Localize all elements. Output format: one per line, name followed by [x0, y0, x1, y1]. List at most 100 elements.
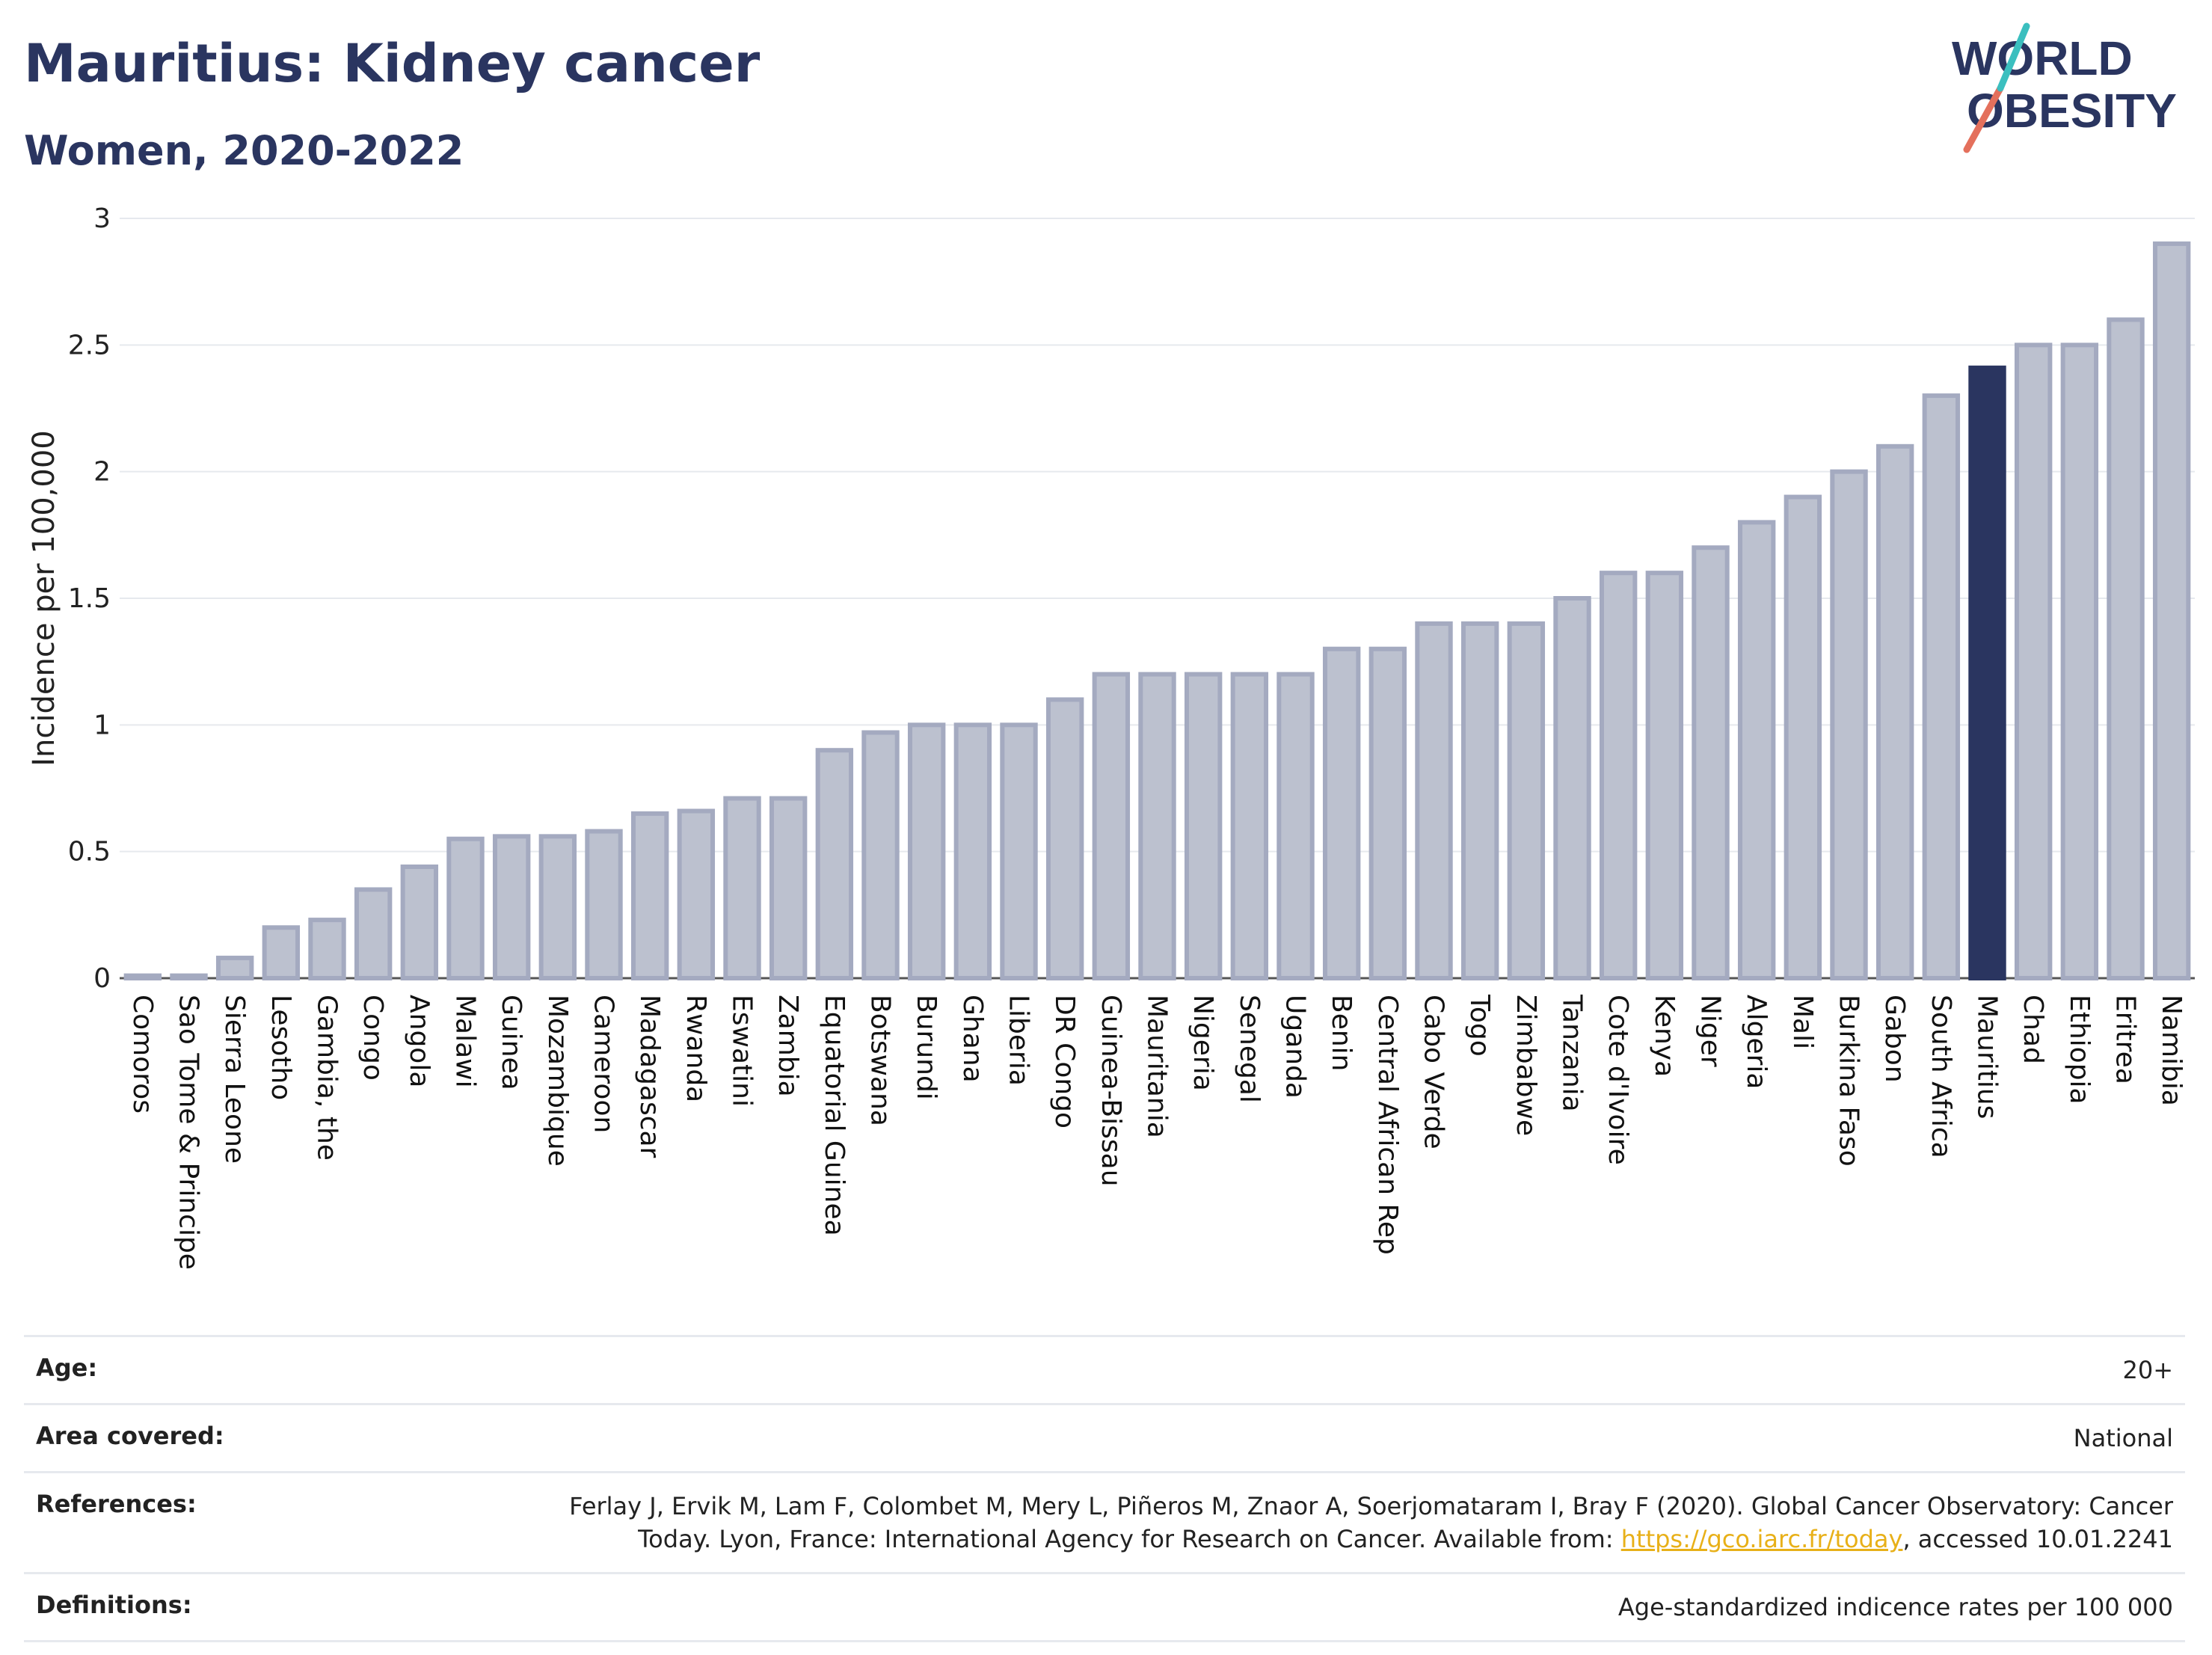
bar	[1415, 621, 1453, 980]
x-tick-label: Mozambique	[542, 995, 573, 1167]
bar-chart: 0 0.5 1 1.5 2 2.5 3 Incidence per 100,000 Comoro…	[27, 203, 2195, 1270]
x-tick-label: Malawi	[450, 995, 481, 1088]
x-tick-label: Ethiopia	[2064, 995, 2095, 1105]
bar	[723, 796, 761, 981]
x-tick-label: Algeria	[1741, 995, 1772, 1090]
bar	[1553, 596, 1591, 980]
logo-line1: WORLD	[1952, 31, 2133, 85]
bar	[492, 834, 531, 981]
x-tick-label: Angola	[404, 995, 434, 1087]
info-row-age: Age: 20+	[24, 1335, 2185, 1403]
bar	[354, 887, 393, 981]
x-tick-label: Gambia, the	[312, 995, 342, 1161]
info-row-references: References: Ferlay J, Ervik M, Lam F, Co…	[24, 1471, 2185, 1572]
logo-slash-upper	[1997, 22, 2030, 92]
bar	[123, 973, 162, 980]
bar	[170, 973, 208, 980]
x-tick-label: Mauritania	[1142, 995, 1173, 1138]
bar	[1784, 494, 1822, 980]
bar	[400, 864, 439, 981]
area-value: National	[2073, 1424, 2173, 1452]
x-tick-label: Sao Tome & Principe	[173, 995, 204, 1270]
x-tick-label: Guinea-Bissau	[1096, 995, 1126, 1187]
references-value: Ferlay J, Ervik M, Lam F, Colombet M, Me…	[528, 1490, 2173, 1556]
info-row-area: Area covered: National	[24, 1403, 2185, 1471]
x-tick-label: Namibia	[2156, 995, 2187, 1106]
bar	[1045, 697, 1084, 980]
bar	[953, 722, 992, 980]
bar	[677, 808, 716, 980]
bar	[769, 796, 808, 981]
bar	[2152, 241, 2191, 981]
x-tick-label: Benin	[1326, 995, 1357, 1071]
x-tick-label: Nigeria	[1188, 995, 1218, 1091]
bar	[1092, 672, 1131, 980]
age-label: Age:	[36, 1354, 98, 1382]
bar	[2107, 317, 2145, 980]
bar	[630, 811, 669, 980]
x-tick-label: Sierra Leone	[219, 995, 250, 1164]
definitions-value: Age-standardized indicence rates per 100…	[1617, 1593, 2173, 1621]
x-tick-label: Zambia	[772, 995, 803, 1097]
x-tick-label: DR Congo	[1049, 995, 1080, 1129]
y-tick-label: 1	[93, 710, 111, 740]
y-axis-label: Incidence per 100,000	[27, 430, 61, 767]
bar	[2014, 343, 2053, 981]
x-tick-label: Chad	[2018, 995, 2048, 1064]
x-tick-label: Uganda	[1280, 995, 1311, 1099]
y-tick-label: 1.5	[68, 583, 111, 614]
bar	[308, 918, 346, 981]
bar	[1276, 672, 1315, 980]
x-tick-label: Equatorial Guinea	[819, 995, 850, 1236]
y-tick-label: 0.5	[68, 837, 111, 868]
x-tick-label: Rwanda	[681, 995, 711, 1102]
y-tick-label: 0	[93, 963, 111, 994]
bar	[446, 836, 485, 980]
x-tick-label: Mauritius	[1972, 995, 2003, 1119]
bar	[1968, 365, 2006, 980]
bar	[1184, 672, 1223, 980]
bar	[1645, 571, 1684, 980]
x-tick-label: Mali	[1787, 995, 1818, 1049]
x-tick-label: Botswana	[865, 995, 896, 1126]
x-tick-label: Cote d'Ivoire	[1603, 995, 1633, 1165]
bar	[1322, 646, 1361, 980]
x-tick-label: Guinea	[496, 995, 526, 1090]
logo-slash-lower	[1963, 85, 2004, 153]
bar	[1830, 469, 1868, 980]
info-row-definitions: Definitions: Age-standardized indicence …	[24, 1572, 2185, 1642]
x-tick-label: Togo	[1464, 994, 1495, 1057]
x-tick-label: Zimbabwe	[1511, 995, 1541, 1136]
bar	[1230, 672, 1269, 980]
age-value: 20+	[2122, 1356, 2173, 1384]
definitions-label: Definitions:	[36, 1591, 192, 1619]
world-obesity-logo: WORLD OBESITY	[1952, 22, 2177, 153]
x-tick-label: Gabon	[1879, 995, 1910, 1083]
bar	[1922, 393, 1961, 981]
x-tick-label: Cabo Verde	[1419, 995, 1449, 1149]
bar	[1599, 571, 1638, 980]
x-tick-label: Burkina Faso	[1834, 995, 1864, 1167]
bar	[585, 829, 623, 980]
bar	[1368, 646, 1407, 980]
x-tick-label: Eswatini	[727, 995, 758, 1107]
bar	[538, 834, 577, 981]
bar	[215, 955, 254, 980]
page-title: Mauritius: Kidney cancer	[24, 33, 761, 94]
x-tick-label: Ghana	[957, 995, 988, 1083]
bar	[1737, 520, 1776, 980]
x-tick-label: Kenya	[1649, 995, 1680, 1077]
x-tick-label: Senegal	[1234, 995, 1265, 1103]
x-tick-label: Madagascar	[634, 995, 665, 1158]
x-tick-label: Niger	[1695, 995, 1726, 1067]
references-link[interactable]: https://gco.iarc.fr/today	[1620, 1525, 1903, 1553]
x-tick-label: Tanzania	[1557, 994, 1588, 1112]
x-tick-label: Burundi	[911, 995, 941, 1100]
bar	[1460, 621, 1499, 980]
bar	[1000, 722, 1038, 980]
bar	[1138, 672, 1176, 980]
bar	[1692, 545, 1730, 980]
x-tick-label: Central African Rep	[1372, 995, 1403, 1255]
references-label: References:	[36, 1490, 197, 1518]
x-tick-label: Cameroon	[589, 995, 619, 1133]
